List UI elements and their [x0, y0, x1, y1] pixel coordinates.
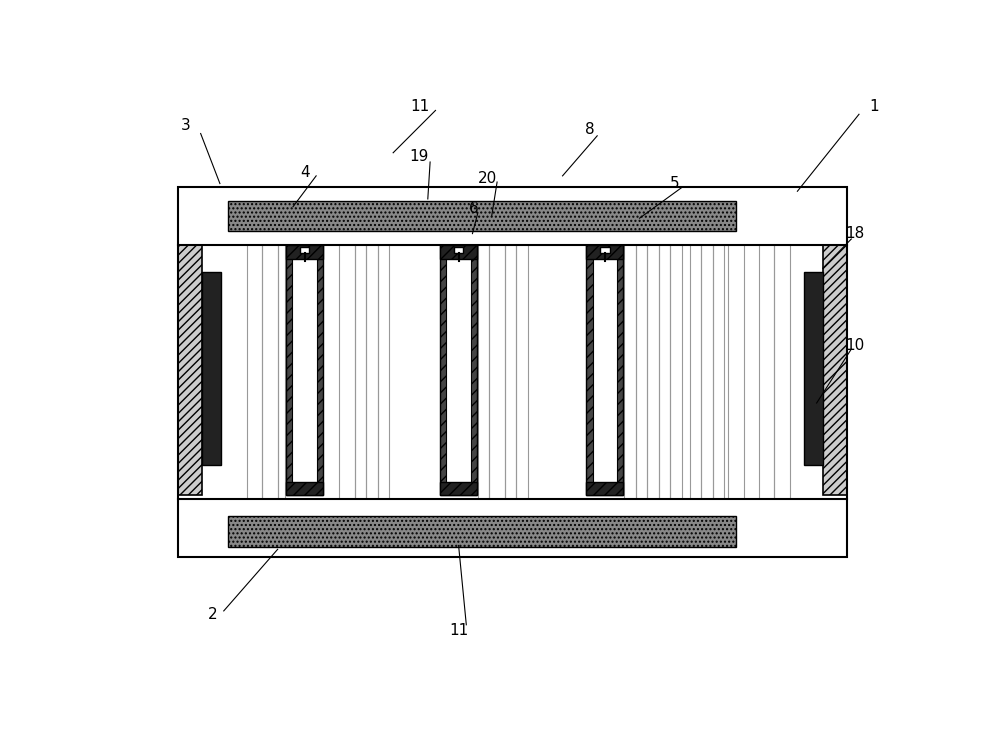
Bar — [440, 245, 477, 259]
Text: 8: 8 — [585, 122, 594, 137]
Text: 10: 10 — [846, 338, 865, 353]
Bar — [286, 245, 323, 259]
Bar — [178, 499, 847, 557]
Bar — [600, 247, 610, 252]
Bar — [823, 245, 847, 495]
Text: 11: 11 — [449, 622, 468, 638]
Bar — [440, 245, 477, 495]
Bar — [228, 516, 736, 547]
Text: 1: 1 — [870, 99, 879, 114]
Bar — [593, 257, 617, 484]
Bar — [804, 272, 823, 465]
Bar — [586, 482, 623, 495]
Bar — [228, 200, 736, 231]
Bar — [440, 482, 477, 495]
Text: 20: 20 — [478, 171, 497, 186]
Bar — [586, 245, 623, 259]
Bar — [286, 482, 323, 495]
Bar — [178, 245, 202, 495]
Text: 18: 18 — [846, 226, 865, 241]
Text: 5: 5 — [669, 176, 679, 191]
Bar — [202, 272, 221, 465]
Bar — [446, 257, 471, 484]
Text: 2: 2 — [207, 607, 217, 622]
Text: 4: 4 — [300, 164, 309, 180]
Bar — [454, 247, 463, 252]
Text: 3: 3 — [180, 118, 190, 134]
Bar — [292, 257, 317, 484]
Text: 11: 11 — [410, 99, 430, 114]
Bar — [286, 245, 323, 495]
Bar — [586, 245, 623, 495]
Bar — [300, 247, 309, 252]
Text: 19: 19 — [409, 149, 428, 164]
Text: 6: 6 — [469, 200, 479, 216]
Bar — [178, 187, 847, 245]
